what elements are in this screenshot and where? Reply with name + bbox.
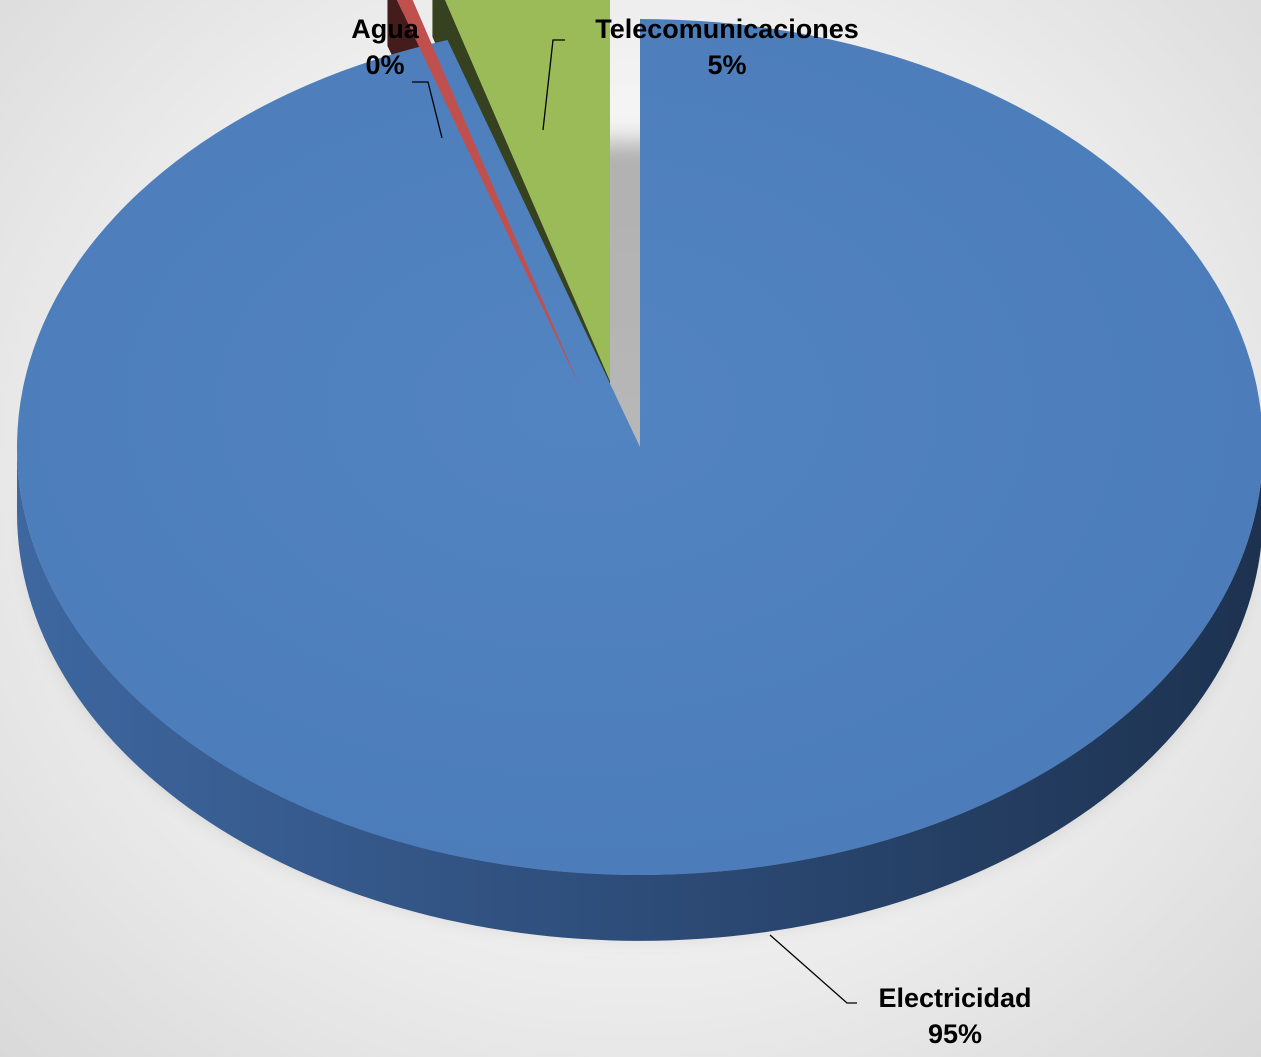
label-name-electricidad: Electricidad (878, 983, 1031, 1013)
label-percent-telecomunicaciones: 5% (707, 50, 746, 80)
leader-line-agua (412, 81, 443, 139)
label-percent-electricidad: 95% (928, 1019, 982, 1049)
label-percent-agua: 0% (365, 50, 404, 80)
leader-line-telecomunicaciones (542, 39, 565, 131)
slice-telecomunicaciones (445, 0, 610, 381)
slice-electricidad (17, 19, 1261, 875)
label-name-agua: Agua (351, 14, 419, 44)
leader-line-electricidad (769, 934, 857, 1004)
label-name-telecomunicaciones: Telecomunicaciones (595, 14, 859, 44)
